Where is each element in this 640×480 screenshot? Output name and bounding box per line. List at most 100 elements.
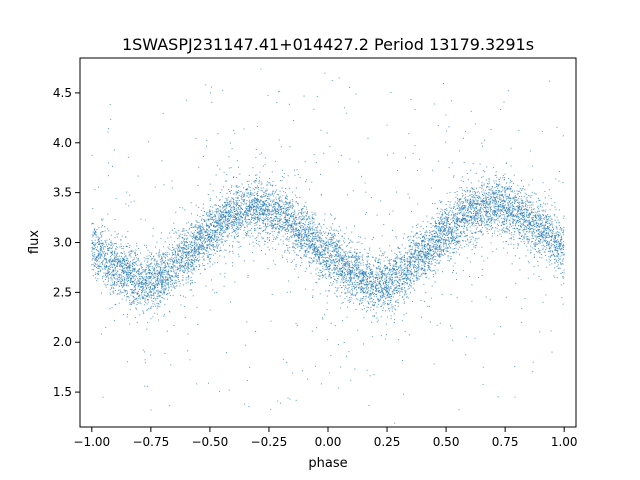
- data-point: [191, 262, 193, 264]
- data-point: [150, 277, 152, 279]
- data-point: [463, 222, 465, 224]
- data-point: [339, 244, 341, 246]
- data-point: [273, 199, 275, 201]
- data-point: [476, 227, 478, 229]
- data-point: [512, 214, 514, 216]
- data-point: [391, 274, 393, 276]
- data-point: [249, 207, 251, 209]
- data-point: [475, 238, 477, 240]
- data-point: [403, 263, 405, 265]
- data-point: [336, 282, 338, 284]
- data-point: [318, 272, 320, 274]
- data-point: [482, 221, 484, 223]
- data-point: [437, 236, 439, 238]
- data-point: [420, 300, 422, 302]
- data-point: [313, 233, 315, 235]
- data-point: [553, 255, 555, 257]
- data-point: [384, 293, 386, 295]
- data-point: [331, 254, 333, 256]
- data-point: [375, 312, 377, 314]
- data-point: [409, 262, 411, 264]
- data-point: [145, 266, 147, 268]
- data-point: [408, 273, 410, 275]
- data-point: [147, 265, 149, 267]
- data-point: [151, 284, 153, 286]
- data-point: [259, 214, 261, 216]
- data-point: [185, 260, 187, 262]
- data-point: [553, 254, 555, 256]
- data-point: [411, 269, 413, 271]
- data-point: [328, 258, 330, 260]
- data-point: [466, 187, 468, 189]
- data-point: [195, 251, 197, 253]
- data-point: [538, 219, 540, 221]
- data-point: [137, 286, 139, 288]
- data-point: [119, 283, 121, 285]
- data-point: [476, 211, 478, 213]
- data-point: [177, 269, 179, 271]
- data-point: [319, 223, 321, 225]
- data-point: [417, 278, 419, 280]
- data-point: [229, 218, 231, 220]
- data-point: [397, 288, 399, 290]
- data-point: [152, 271, 154, 273]
- data-point: [304, 245, 306, 247]
- data-point: [177, 260, 179, 262]
- data-point: [460, 221, 462, 223]
- data-point: [225, 224, 227, 226]
- data-point: [277, 234, 279, 236]
- data-point: [265, 206, 267, 208]
- data-point: [334, 250, 336, 252]
- data-point: [102, 230, 104, 232]
- data-point: [325, 269, 327, 271]
- data-point: [499, 229, 501, 231]
- data-point: [207, 234, 209, 236]
- data-point: [171, 266, 173, 268]
- data-point: [450, 207, 452, 209]
- data-point: [274, 227, 276, 229]
- data-point: [256, 198, 258, 200]
- data-point: [222, 215, 224, 217]
- data-point: [182, 277, 184, 279]
- data-point: [484, 193, 486, 195]
- data-point: [398, 271, 400, 273]
- data-point: [232, 225, 234, 227]
- data-point: [464, 223, 466, 225]
- data-point: [364, 284, 366, 286]
- data-point: [224, 240, 226, 242]
- data-point: [440, 226, 442, 228]
- data-point: [158, 256, 160, 258]
- data-point: [351, 286, 353, 288]
- data-point: [373, 315, 375, 317]
- data-point: [497, 234, 499, 236]
- data-point: [506, 241, 508, 243]
- data-point: [424, 261, 426, 263]
- data-point: [473, 196, 475, 198]
- data-point: [384, 278, 386, 280]
- data-point: [496, 206, 498, 208]
- data-point: [350, 239, 352, 241]
- data-point: [393, 259, 395, 261]
- data-point: [306, 254, 308, 256]
- data-point: [434, 225, 436, 227]
- data-point: [114, 257, 116, 259]
- data-point: [412, 256, 414, 258]
- data-point: [442, 209, 444, 211]
- data-point: [474, 221, 476, 223]
- data-point: [312, 214, 314, 216]
- data-point: [236, 227, 238, 229]
- data-point: [206, 253, 208, 255]
- scatter-points: [91, 68, 565, 424]
- data-point: [258, 228, 260, 230]
- data-point: [98, 238, 100, 240]
- data-point: [265, 227, 267, 229]
- data-point: [505, 189, 507, 191]
- data-point: [417, 245, 419, 247]
- data-point: [312, 251, 314, 253]
- data-point: [162, 273, 164, 275]
- data-point: [377, 287, 379, 289]
- data-point: [127, 285, 129, 287]
- data-point: [555, 261, 557, 263]
- data-point: [559, 243, 561, 245]
- data-point: [356, 255, 358, 257]
